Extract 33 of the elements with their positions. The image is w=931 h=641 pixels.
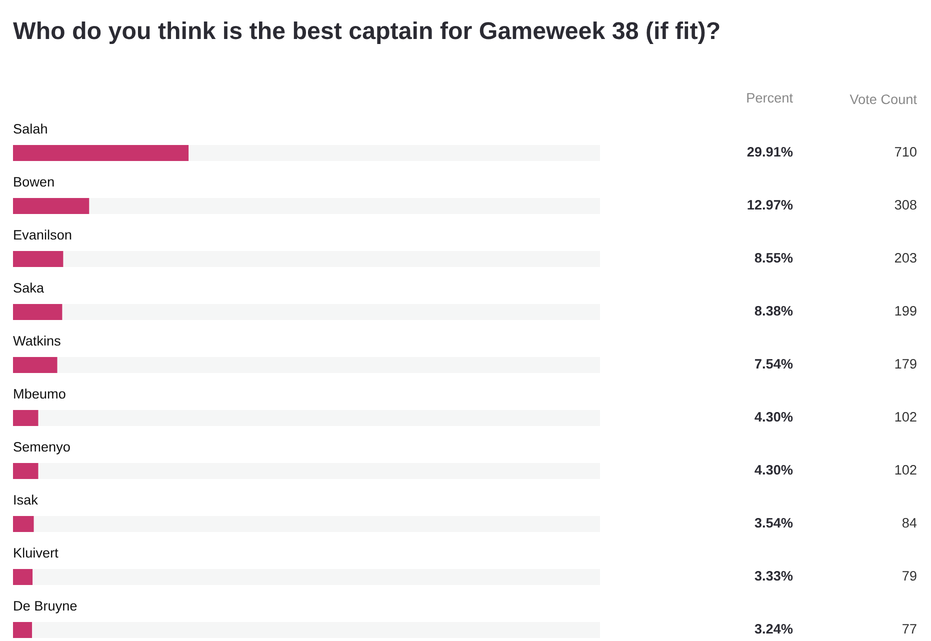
category-label: Salah: [14, 124, 47, 134]
category-label: Kluivert: [14, 548, 58, 558]
data-label: 12.97%: [748, 200, 793, 210]
category-label: Isak: [14, 494, 38, 505]
chart-title: Who do you think is the best captain for Gameweek 38 (if fit)?: [13, 21, 720, 44]
data-label: 77: [902, 624, 916, 634]
data-label: 179: [895, 359, 916, 369]
category-label: Watkins: [13, 336, 60, 346]
data-label: 29.91%: [747, 147, 793, 157]
data-label: 79: [902, 571, 916, 581]
category-label: Evanilson: [14, 230, 72, 240]
data-label: 4.30%: [754, 412, 793, 422]
data-label: 710: [895, 147, 916, 157]
data-label: 102: [895, 412, 916, 422]
data-label: 3.33%: [754, 571, 793, 581]
data-label: 203: [894, 253, 916, 263]
data-label: 199: [895, 306, 916, 316]
category-label: De Bruyne: [14, 601, 77, 614]
data-label: 7.54%: [755, 359, 793, 369]
data-label: 8.55%: [754, 253, 793, 263]
text: Vote Count: [850, 94, 917, 104]
data-label: 3.24%: [754, 624, 793, 634]
data-label: 3.54%: [754, 518, 793, 528]
category-label: Mbeumo: [14, 388, 66, 399]
text: Percent: [747, 93, 793, 103]
data-label: 4.30%: [754, 465, 793, 475]
data-label: 308: [894, 200, 916, 210]
data-label: 102: [895, 465, 916, 475]
category-label: Saka: [14, 282, 44, 293]
data-label: 84: [902, 518, 917, 528]
category-label: Bowen: [14, 177, 54, 187]
data-label: 8.38%: [754, 306, 793, 316]
category-label: Semenyo: [14, 442, 70, 454]
